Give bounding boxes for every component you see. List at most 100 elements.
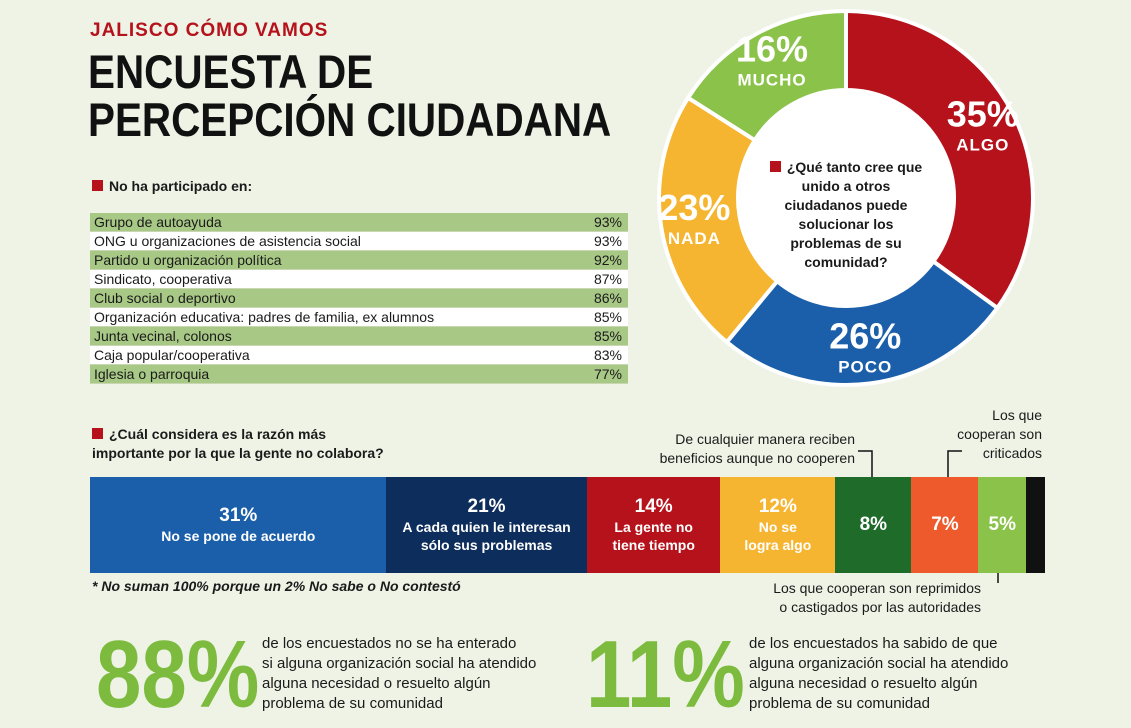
participation-table: Grupo de autoayuda 93% ONG u organizacion… bbox=[90, 213, 628, 384]
stat-11-number: 11% bbox=[586, 621, 745, 728]
pie-question-text: ¿Qué tanto cree que unido a otros ciudad… bbox=[784, 159, 923, 270]
participation-heading-text: No ha participado en: bbox=[109, 178, 253, 194]
stat-88-line: alguna necesidad o resuelto algún bbox=[262, 675, 491, 692]
reasons-heading-line-2: importante por la que la gente no colabo… bbox=[92, 445, 384, 461]
bar-segment: 12% No se logra algo bbox=[720, 477, 836, 573]
row-label: Club social o deportivo bbox=[94, 290, 236, 306]
reasons-bar: 31% No se pone de acuerdo 21% A cada quien … bbox=[90, 477, 1046, 573]
pie-question: ¿Qué tanto cree que unido a otros ciudad… bbox=[763, 158, 929, 272]
stat-88-line: de los encuestados no se ha enterado bbox=[262, 635, 517, 652]
stat-11-line: de los encuestados ha sabido de que bbox=[749, 635, 998, 652]
pie-category-label: MUCHO bbox=[737, 70, 806, 89]
bar-segment: 7% bbox=[911, 477, 979, 573]
bar-segment: 21% A cada quien le interesan sólo sus pro… bbox=[386, 477, 588, 573]
row-value: 86% bbox=[593, 290, 622, 306]
note-7-line-3: criticados bbox=[982, 445, 1042, 461]
table-row: ONG u organizaciones de asistencia socia… bbox=[90, 232, 628, 251]
row-label: ONG u organizaciones de asistencia socia… bbox=[94, 233, 361, 249]
row-value: 85% bbox=[593, 309, 622, 325]
table-row: Club social o deportivo 86% bbox=[90, 289, 628, 308]
row-label: Organización educativa: padres de famili… bbox=[94, 309, 435, 325]
note-7-line-2: cooperan son bbox=[957, 426, 1042, 442]
bar-pct-label: 14% bbox=[634, 496, 673, 517]
bar-label: A cada quien le interesan bbox=[402, 519, 571, 535]
row-label: Caja popular/cooperativa bbox=[94, 347, 250, 363]
pie-category-label: ALGO bbox=[956, 135, 1009, 154]
table-row: Grupo de autoayuda 93% bbox=[90, 213, 628, 232]
row-value: 93% bbox=[593, 233, 622, 249]
pie-center bbox=[740, 92, 952, 304]
bar-pct-label: 5% bbox=[988, 514, 1016, 535]
bar-label: logra algo bbox=[744, 537, 812, 553]
table-row: Organización educativa: padres de famili… bbox=[90, 308, 628, 327]
pie-slice-poco bbox=[723, 258, 1001, 387]
page-title: ENCUESTA DE PERCEPCIÓN CIUDADANA bbox=[88, 48, 611, 144]
pie-pct-label: 26% bbox=[829, 315, 901, 356]
note-5-line-1: Los que cooperan son reprimidos bbox=[773, 580, 981, 596]
table-row: Caja popular/cooperativa 83% bbox=[90, 346, 628, 365]
note-8-line-1: De cualquier manera reciben bbox=[675, 431, 855, 447]
stat-88-line: problema de su comunidad bbox=[262, 695, 443, 712]
stat-88-text: de los encuestados no se ha enterado si … bbox=[262, 634, 536, 714]
pie-slice-algo bbox=[844, 8, 1035, 311]
bar-label: La gente no bbox=[614, 519, 693, 535]
table-row: Sindicato, cooperativa 87% bbox=[90, 270, 628, 289]
stat-11-line: problema de su comunidad bbox=[749, 695, 930, 712]
bar-pct-label: 12% bbox=[758, 496, 797, 517]
stat-11-line: alguna necesidad o resuelto algún bbox=[749, 675, 978, 692]
note-5-line-2: o castigados por las autoridades bbox=[779, 599, 981, 615]
bar-segment: 31% No se pone de acuerdo bbox=[90, 477, 387, 573]
red-square-icon bbox=[769, 161, 781, 172]
bar-segment: 8% bbox=[834, 477, 912, 573]
note-7: Los que cooperan son criticados bbox=[957, 406, 1042, 463]
pie-chart: 35%ALGO 26%POCO 23%NADA 16%MUCHO bbox=[657, 8, 1035, 387]
pie-slice-mucho bbox=[685, 8, 848, 143]
row-label: Junta vecinal, colonos bbox=[94, 328, 232, 344]
stat-88-line: si alguna organización social ha atendid… bbox=[262, 655, 537, 672]
bar-segment: 14% La gente no tiene tiempo bbox=[586, 477, 721, 573]
row-label: Sindicato, cooperativa bbox=[94, 271, 232, 287]
participation-heading: No ha participado en: bbox=[92, 178, 252, 194]
bar-pct-label: 8% bbox=[859, 514, 888, 535]
stat-11-line: alguna organización social ha atendido bbox=[749, 655, 1009, 672]
row-value: 85% bbox=[593, 328, 622, 344]
pie-pct-label: 23% bbox=[658, 187, 730, 228]
row-value: 77% bbox=[593, 366, 622, 382]
note-5: Los que cooperan son reprimidos o castig… bbox=[773, 579, 981, 617]
pie-category-label: POCO bbox=[838, 357, 892, 376]
pie-pct-label: 35% bbox=[947, 93, 1019, 134]
row-value: 92% bbox=[593, 252, 622, 268]
footnote: * No suman 100% porque un 2% No sabe o N… bbox=[92, 578, 461, 594]
pie-pct-label: 16% bbox=[736, 28, 808, 69]
bar-pct-label: 21% bbox=[467, 496, 506, 517]
red-square-icon bbox=[92, 180, 103, 191]
row-label: Iglesia o parroquia bbox=[94, 366, 210, 382]
bar-pct-label: 31% bbox=[219, 505, 258, 526]
table-row: Junta vecinal, colonos 85% bbox=[90, 327, 628, 346]
note-8: De cualquier manera reciben beneficios a… bbox=[660, 430, 855, 468]
reasons-heading: ¿Cuál considera es la razón más importan… bbox=[92, 425, 384, 463]
pie-category-label: NADA bbox=[668, 229, 721, 248]
title-line-2: PERCEPCIÓN CIUDADANA bbox=[88, 93, 612, 146]
bar-segment: 5% bbox=[978, 477, 1027, 573]
bar-label: tiene tiempo bbox=[612, 537, 695, 553]
kicker: JALISCO CÓMO VAMOS bbox=[90, 20, 329, 41]
row-value: 87% bbox=[593, 271, 622, 287]
bar-label: No se bbox=[758, 519, 797, 535]
row-value: 83% bbox=[593, 347, 622, 363]
note-8-line-2: beneficios aunque no cooperen bbox=[659, 450, 855, 466]
title-line-1: ENCUESTA DE bbox=[88, 45, 374, 98]
table-row: Iglesia o parroquia 77% bbox=[90, 365, 628, 384]
pie-slice-nada bbox=[657, 95, 780, 345]
bar-pct-label: 7% bbox=[931, 514, 959, 535]
reasons-heading-line-1: ¿Cuál considera es la razón más bbox=[92, 425, 384, 444]
row-label: Grupo de autoayuda bbox=[94, 214, 222, 230]
bar-label: sólo sus problemas bbox=[420, 537, 553, 553]
bar-segment bbox=[1025, 477, 1046, 573]
reasons-heading-text-1: ¿Cuál considera es la razón más bbox=[109, 426, 327, 442]
stat-11-text: de los encuestados ha sabido de que algu… bbox=[749, 634, 1008, 714]
table-row: Partido u organización política 92% bbox=[90, 251, 628, 270]
stat-88-number: 88% bbox=[96, 621, 260, 728]
red-square-icon bbox=[92, 428, 103, 439]
row-value: 93% bbox=[593, 214, 622, 230]
